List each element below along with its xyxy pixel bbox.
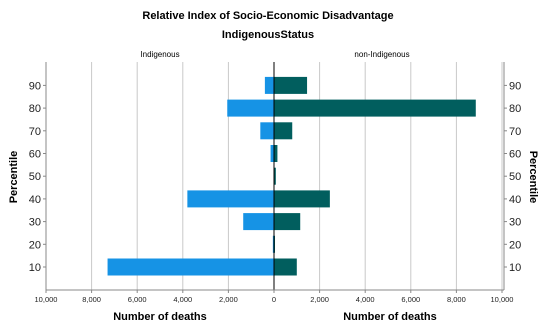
bar-non-indigenous-10 [274,258,297,276]
bar-indigenous-60 [270,145,274,162]
y-ticks-left: 10 20 30 40 50 60 70 80 90 [29,80,46,274]
x-tick-label-left: 2,000 [219,295,238,304]
x-tick-label-left: 10,000 [35,295,58,304]
x-tick-label-left: 8,000 [82,295,101,304]
gridlines-right [319,62,503,290]
bar-indigenous-30 [243,213,274,231]
bars-non-indigenous [274,76,476,276]
bars-indigenous [107,76,275,276]
y-tick-label-left: 10 [29,262,41,274]
y-axis-title-right: Percentile [527,151,538,204]
panel-label-non-indigenous: non-Indigenous [354,50,409,59]
x-tick-label-right: 6,000 [401,295,420,304]
y-ticks-right: 10 20 30 40 50 60 70 80 90 [504,80,521,274]
x-tick-label-left: 6,000 [128,295,147,304]
bar-indigenous-90 [264,76,274,94]
bar-non-indigenous-30 [274,213,301,231]
bar-non-indigenous-50 [274,167,276,185]
x-tick-label-left: 0 [272,295,276,304]
x-ticks-right: 2,000 4,000 6,000 8,000 10,000 [310,290,513,304]
x-axis-title-left: Number of deaths [113,311,207,323]
x-tick-label-left: 4,000 [173,295,192,304]
bar-indigenous-80 [227,99,274,117]
y-tick-label-left: 70 [29,126,41,138]
x-axis-title-right: Number of deaths [343,311,437,323]
chart-subtitle: IndigenousStatus [222,29,314,41]
y-tick-label-right: 60 [509,149,521,161]
x-tick-label-right: 10,000 [491,295,514,304]
bar-non-indigenous-80 [274,99,476,117]
x-tick-label-right: 8,000 [447,295,466,304]
y-tick-label-left: 50 [29,171,41,183]
y-tick-label-left: 80 [29,103,41,115]
gridlines-left [45,62,229,290]
y-tick-label-right: 40 [509,194,521,206]
bar-non-indigenous-60 [274,145,278,162]
y-tick-label-left: 30 [29,217,41,229]
bar-indigenous-20 [272,235,274,253]
bar-indigenous-10 [107,258,274,276]
x-ticks-left: 0 2,000 4,000 6,000 8,000 10,000 [35,290,276,304]
y-tick-label-right: 50 [509,171,521,183]
y-tick-label-right: 70 [509,126,521,138]
chart-title: Relative Index of Socio-Economic Disadva… [142,10,393,22]
bar-non-indigenous-40 [274,190,330,208]
y-tick-label-right: 80 [509,103,521,115]
bar-non-indigenous-90 [274,76,308,94]
y-tick-label-right: 20 [509,239,521,251]
bar-indigenous-70 [260,122,274,140]
y-tick-label-left: 90 [29,80,41,92]
y-tick-label-left: 40 [29,194,41,206]
x-tick-label-right: 4,000 [356,295,375,304]
bar-non-indigenous-70 [274,122,293,140]
y-tick-label-left: 60 [29,149,41,161]
y-axis-title-left: Percentile [8,151,20,204]
y-tick-label-right: 90 [509,80,521,92]
x-tick-label-right: 2,000 [310,295,329,304]
y-tick-label-right: 10 [509,262,521,274]
y-tick-label-right: 30 [509,217,521,229]
panel-label-indigenous: Indigenous [140,50,179,59]
bar-indigenous-40 [187,190,274,208]
y-tick-label-left: 20 [29,239,41,251]
